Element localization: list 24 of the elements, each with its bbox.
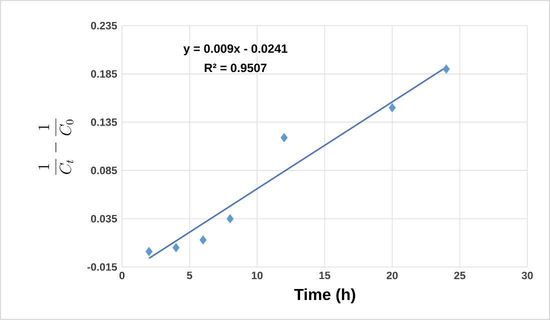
- y-tick-label: 0.135: [91, 118, 117, 126]
- y-axis-title: $\frac{1}{C_t}-\frac{1}{C_0}$: [38, 118, 74, 175]
- point: [226, 214, 234, 224]
- point: [442, 64, 450, 74]
- x-tick-label: 10: [252, 272, 263, 280]
- x-tick-label: 25: [454, 272, 466, 280]
- x-tick-label: 30: [522, 272, 533, 280]
- x-tick-label: 0: [119, 272, 125, 280]
- x-tick-label: 5: [186, 272, 192, 280]
- x-tick-label: 20: [386, 272, 398, 280]
- y-tick-label: 0.185: [91, 70, 117, 78]
- annotation: R² = 0.9507: [204, 64, 266, 72]
- x-tick-label: 15: [319, 272, 330, 280]
- y-tick-label: 0.035: [91, 214, 117, 223]
- y-tick-label: -0.015: [87, 263, 117, 271]
- annotation: y = 0.009x - 0.0241: [183, 44, 288, 56]
- point: [280, 133, 288, 142]
- y-tick-label: 0.235: [91, 22, 117, 30]
- point: [200, 235, 207, 244]
- x-axis-title: Time (h): [294, 288, 356, 304]
- point: [146, 247, 152, 256]
- point: [172, 243, 180, 252]
- y-tick-label: 0.085: [91, 166, 117, 174]
- point: [388, 103, 396, 112]
